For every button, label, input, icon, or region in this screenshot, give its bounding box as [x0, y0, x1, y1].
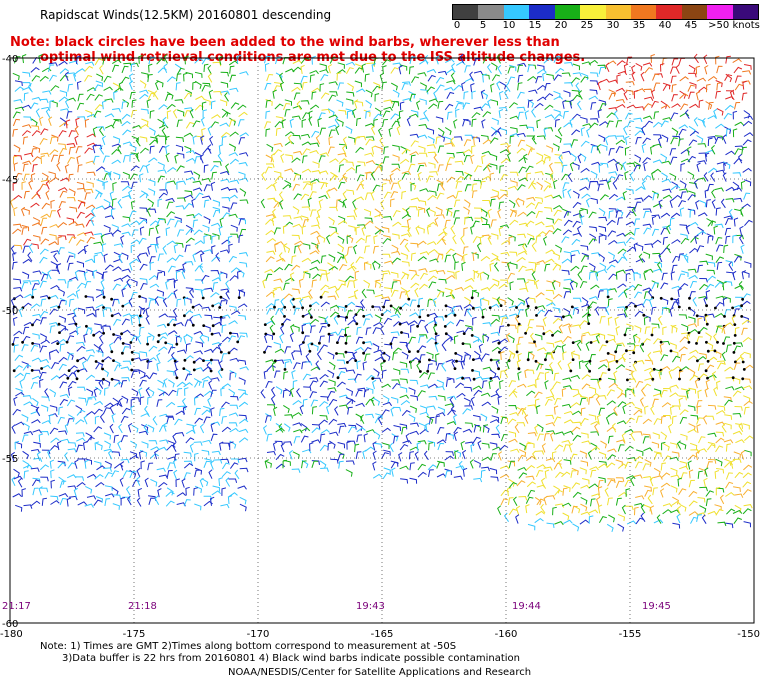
longitude-label: -165	[371, 629, 394, 640]
color-scale-cell	[580, 5, 606, 19]
color-scale-cell	[453, 5, 479, 19]
color-scale-cell	[605, 5, 631, 19]
longitude-label: -155	[619, 629, 642, 640]
latitude-label: -40	[2, 54, 18, 65]
latitude-label: -50	[2, 306, 18, 317]
color-scale-label: 15	[528, 20, 542, 31]
note-line-1: Note: black circles have been added to t…	[10, 35, 560, 50]
map-grid	[10, 58, 754, 623]
color-scale-label: 25	[580, 20, 594, 31]
wind-speed-color-scale: 0 5 10 15 20 25 30 35 40 45 >50 knots	[452, 4, 760, 34]
color-scale-label: 5	[479, 20, 487, 31]
map-labels: -40 -45 -50 -55 -60-180 -175 -170 -165 -160 -155 -…	[0, 54, 760, 640]
color-scale-label: 45	[684, 20, 698, 31]
longitude-label: -160	[495, 629, 518, 640]
color-scale-cell	[503, 5, 530, 19]
color-scale-cell	[529, 5, 555, 19]
time-label: 19:45	[642, 601, 671, 612]
color-scale-label: 0	[453, 20, 461, 31]
color-scale-label: 20	[554, 20, 568, 31]
time-label: 21:17	[2, 601, 31, 612]
color-scale-cell	[656, 5, 682, 19]
color-scale-label: >50 knots	[708, 20, 760, 31]
time-label: 21:18	[128, 601, 157, 612]
color-scale-label: 10	[502, 20, 516, 31]
color-scale-label: 40	[658, 20, 672, 31]
longitude-label: -170	[247, 629, 270, 640]
page-title: Rapidscat Winds(12.5KM) 20160801 descend…	[40, 8, 332, 22]
color-scale-cell	[707, 5, 733, 19]
color-scale-cell	[732, 5, 759, 19]
color-scale-label: 35	[632, 20, 646, 31]
time-label: 19:44	[512, 601, 541, 612]
latitude-label: -55	[2, 454, 18, 465]
longitude-label: -180	[0, 629, 23, 640]
footer-credit: NOAA/NESDIS/Center for Satellite Applica…	[228, 667, 532, 678]
longitude-label: -175	[123, 629, 146, 640]
longitude-label: -150	[737, 629, 760, 640]
time-label: 19:43	[356, 601, 385, 612]
latitude-label: -45	[2, 175, 18, 186]
color-scale-cell	[630, 5, 657, 19]
footer-note-1: Note: 1) Times are GMT 2)Times along bot…	[40, 641, 457, 652]
color-scale-label: 30	[606, 20, 620, 31]
color-scale-bar	[452, 4, 759, 20]
footer-note-2: 3)Data buffer is 22 hrs from 20160801 4)…	[62, 653, 520, 664]
color-scale-labels: 0 5 10 15 20 25 30 35 40 45 >50 knots	[452, 20, 760, 34]
color-scale-cell	[681, 5, 708, 19]
map-frame	[9, 57, 755, 624]
latitude-label: -60	[2, 619, 18, 630]
color-scale-cell	[554, 5, 581, 19]
color-scale-cell	[478, 5, 504, 19]
wind-barbs-layer	[9, 53, 754, 533]
